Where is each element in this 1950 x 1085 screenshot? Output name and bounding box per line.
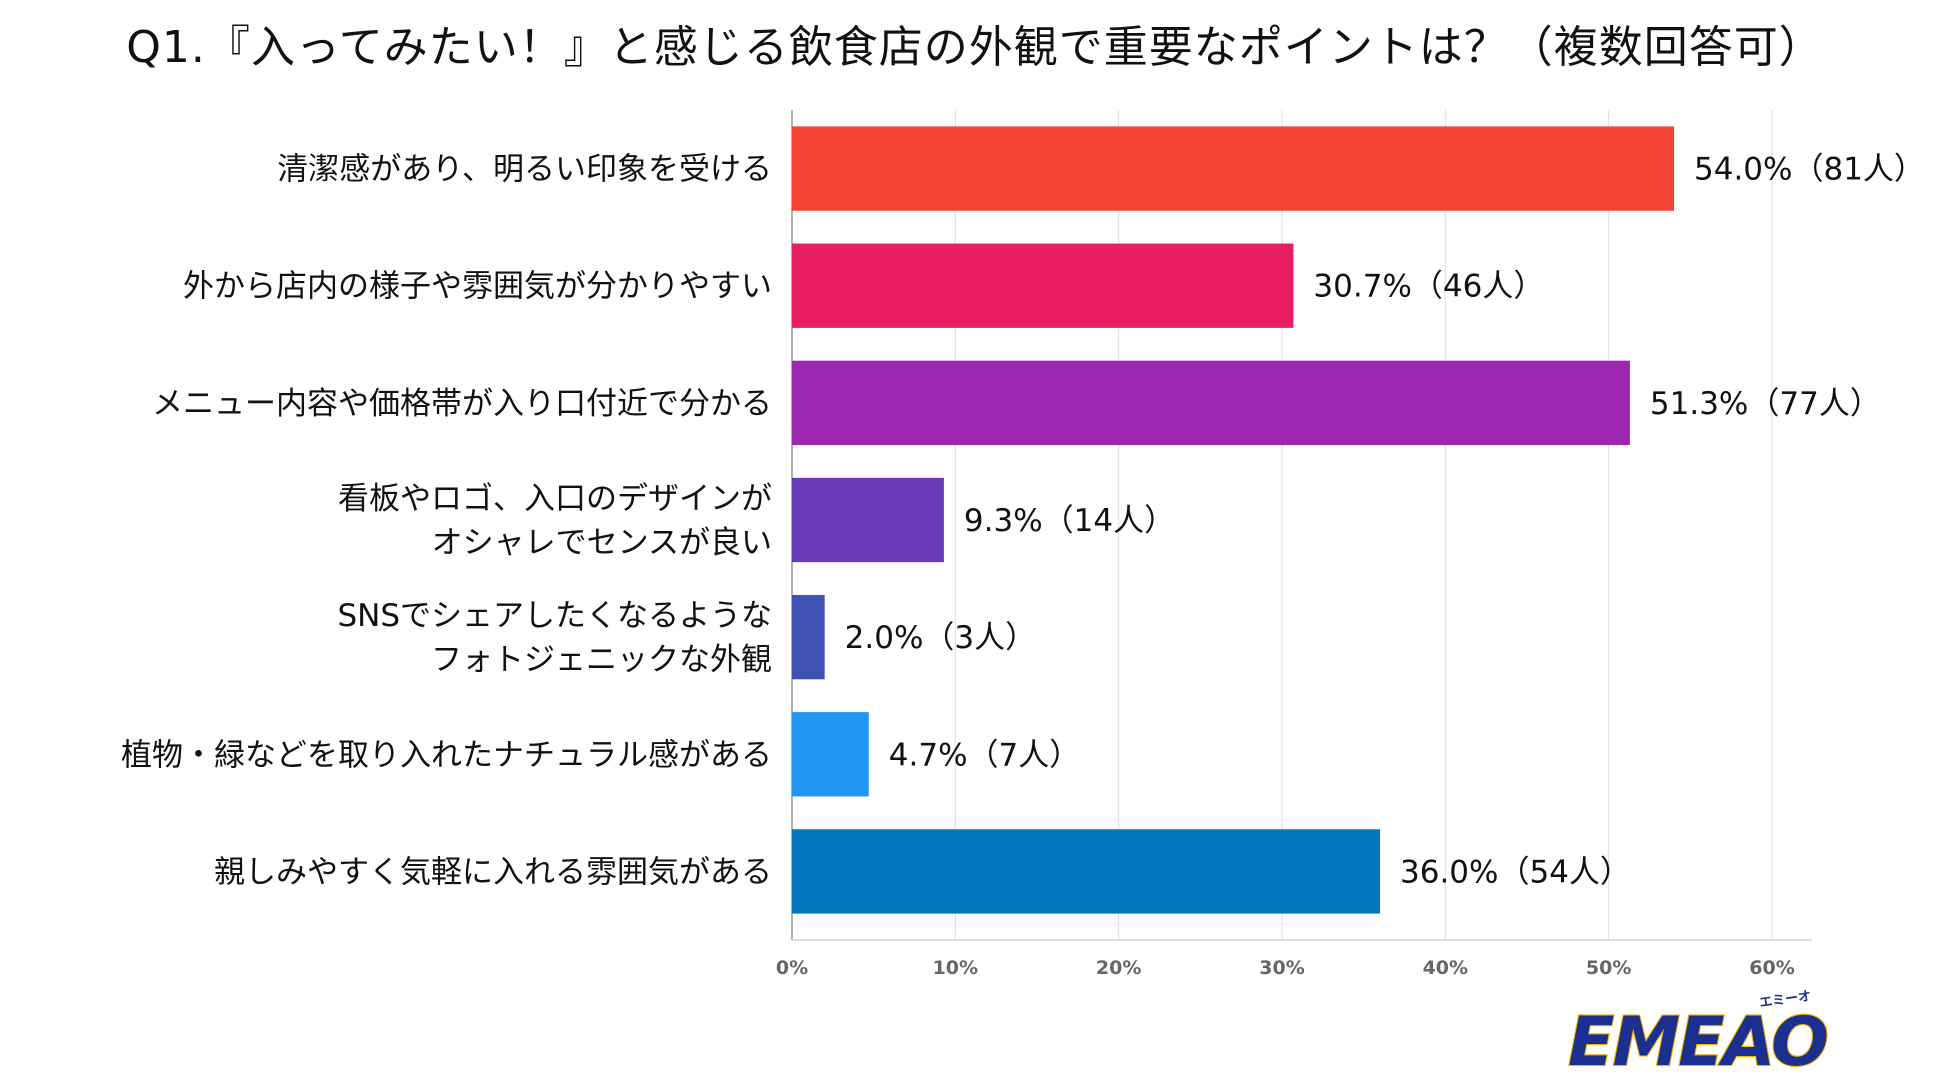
bar xyxy=(792,829,1380,914)
bar xyxy=(792,477,944,563)
category-label: 植物・緑などを取り入れたナチュラル感がある xyxy=(121,737,772,773)
logo-text: EMEAO! xyxy=(1568,1003,1830,1075)
category-label: メニュー内容や価格帯が入り口付近で分かる xyxy=(152,386,772,422)
bars xyxy=(792,126,1674,914)
category-label: SNSでシェアしたくなるような xyxy=(337,598,772,634)
category-label: 看板やロゴ、入口のデザインが xyxy=(338,481,772,517)
value-label: 36.0%（54人） xyxy=(1400,854,1631,890)
category-label: 清潔感があり、明るい印象を受ける xyxy=(277,152,772,188)
grid-lines xyxy=(791,110,1812,941)
x-tick-label: 40% xyxy=(1423,957,1468,979)
category-label: オシャレでセンスが良い xyxy=(432,525,772,561)
bar xyxy=(792,712,869,797)
x-tick-label: 0% xyxy=(776,957,808,979)
value-label: 30.7%（46人） xyxy=(1313,269,1544,305)
bar xyxy=(792,360,1630,446)
value-label: 9.3%（14人） xyxy=(964,503,1175,539)
bar xyxy=(792,126,1674,211)
category-label: 親しみやすく気軽に入れる雰囲気がある xyxy=(214,854,772,890)
value-label: 4.7%（7人） xyxy=(889,737,1080,773)
bar xyxy=(792,243,1294,328)
x-tick-label: 10% xyxy=(933,957,978,979)
x-tick-label: 30% xyxy=(1259,957,1304,979)
bar xyxy=(792,594,825,680)
value-label: 51.3%（77人） xyxy=(1650,386,1881,422)
chart-title: Q1.『入ってみたい！』と感じる飲食店の外観で重要なポイントは？（複数回答可） xyxy=(126,22,1824,73)
logo-ruby: エミーオ xyxy=(1758,989,1812,1011)
category-label: フォトジェニックな外観 xyxy=(431,642,772,678)
x-axis-ticks: 0% 10% 20% 30% 40% 50% 60% xyxy=(776,957,1795,979)
x-tick-label: 50% xyxy=(1586,957,1631,979)
emeao-logo: エミーオ EMEAO! xyxy=(1567,989,1830,1075)
value-labels: 54.0%（81人） 30.7%（46人） 51.3%（77人） 9.3%（14人） 2… xyxy=(845,152,1925,891)
value-label: 54.0%（81人） xyxy=(1694,152,1925,188)
category-labels: 清潔感があり、明るい印象を受ける外から店内の様子や雰囲気が分かりやすいメニュー内… xyxy=(121,152,772,891)
category-label: 外から店内の様子や雰囲気が分かりやすい xyxy=(183,269,772,305)
value-label: 2.0%（3人） xyxy=(845,620,1036,656)
x-tick-label: 60% xyxy=(1749,957,1794,979)
x-tick-label: 20% xyxy=(1096,957,1141,979)
